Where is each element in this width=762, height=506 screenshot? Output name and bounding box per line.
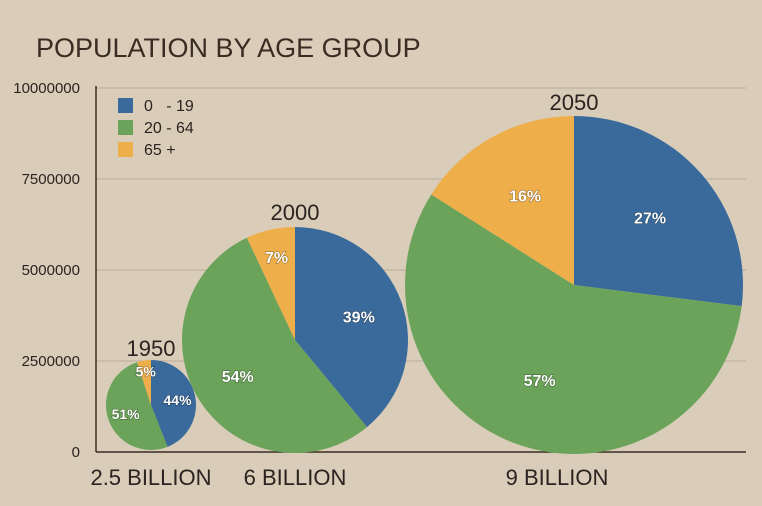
legend-label: 0 - 19 bbox=[144, 98, 194, 115]
pie-slice bbox=[404, 194, 742, 455]
pie-2000: 39% 54% 7% 2000 6 BILLION bbox=[181, 200, 408, 490]
pie-layer: 44% 51% 5% 1950 2.5 BILLION 39% 54% 7% 2000 6 BIL… bbox=[90, 90, 743, 490]
y-tick-label: 0 bbox=[72, 444, 80, 461]
pie-2050: 27% 57% 16% 2050 9 BILLION bbox=[404, 90, 743, 490]
y-tick-label: 7500000 bbox=[22, 171, 80, 188]
slice-data-label: 57% bbox=[524, 373, 556, 390]
pie-slice bbox=[105, 362, 168, 451]
slice-data-label: 51% bbox=[112, 406, 141, 422]
slice-data-label: 27% bbox=[634, 211, 666, 228]
slice-data-label: 5% bbox=[136, 364, 157, 380]
axis-layer: 0 2500000 5000000 7500000 10000000 bbox=[13, 80, 746, 461]
slice-data-label: 54% bbox=[222, 369, 254, 386]
slice-data-label: 39% bbox=[343, 310, 375, 327]
slice-data-label: 44% bbox=[164, 392, 193, 408]
pie-1950: 44% 51% 5% 1950 2.5 BILLION bbox=[90, 336, 211, 490]
pie-slice bbox=[246, 227, 295, 340]
y-tick-label: 5000000 bbox=[22, 262, 80, 279]
slice-data-label: 7% bbox=[265, 250, 288, 267]
pie-year-label: 2000 bbox=[271, 200, 320, 225]
legend: 0 - 19 20 - 64 65 + bbox=[118, 98, 194, 159]
pie-slice bbox=[181, 237, 368, 454]
y-tick-label: 2500000 bbox=[22, 353, 80, 370]
legend-label: 65 + bbox=[144, 142, 176, 159]
legend-swatch bbox=[118, 98, 133, 113]
slice-data-label: 16% bbox=[509, 189, 541, 206]
x-category-label: 9 BILLION bbox=[506, 465, 609, 490]
chart-title: POPULATION BY AGE GROUP bbox=[36, 33, 421, 63]
pie-year-label: 1950 bbox=[127, 336, 176, 361]
pie-slice bbox=[151, 360, 196, 447]
pie-slice bbox=[574, 116, 743, 307]
x-category-label: 2.5 BILLION bbox=[90, 465, 211, 490]
legend-label: 20 - 64 bbox=[144, 120, 194, 137]
pie-slice bbox=[137, 360, 151, 405]
x-category-label: 6 BILLION bbox=[244, 465, 347, 490]
y-tick-label: 10000000 bbox=[13, 80, 80, 97]
pie-slice bbox=[431, 116, 574, 285]
legend-swatch bbox=[118, 142, 133, 157]
pie-year-label: 2050 bbox=[550, 90, 599, 115]
legend-swatch bbox=[118, 120, 133, 135]
pie-slice bbox=[295, 227, 408, 428]
